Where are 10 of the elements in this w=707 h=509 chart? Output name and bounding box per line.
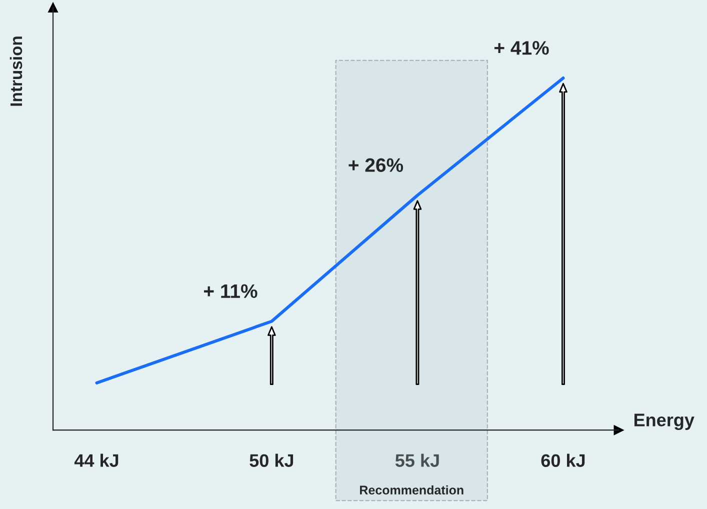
x-axis-title: Energy [634,414,694,430]
annotation: + 41% [494,41,549,55]
annotation: + 11% [204,284,258,298]
x-tick-label: 50 kJ [250,454,294,467]
x-tick-label: 55 kJ [395,454,439,467]
band-label: Recommendation [360,485,464,495]
annotation: + 26% [348,158,404,172]
x-tick-label: 60 kJ [541,454,585,467]
x-tick-label: 44 kJ [74,454,118,467]
y-axis-title: Intrusion [10,36,22,106]
